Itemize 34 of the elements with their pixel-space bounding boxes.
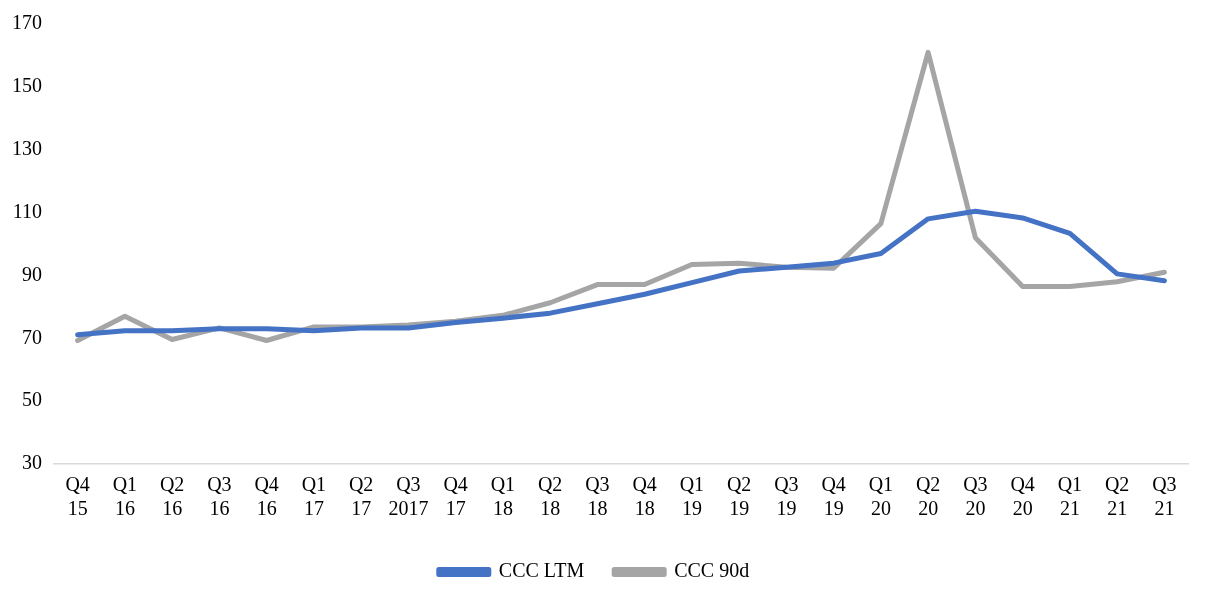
x-tick-label: Q2 21: [1104, 473, 1130, 520]
y-tick-label: 110: [12, 199, 42, 222]
x-tick-label: Q1 19: [679, 473, 705, 520]
x-tick-label: Q2 20: [915, 473, 941, 520]
y-tick-label: 90: [22, 262, 42, 285]
legend-label: CCC LTM: [498, 559, 585, 582]
x-tick-label: Q3 20: [963, 473, 988, 520]
x-tick-label: Q2 18: [537, 473, 563, 520]
x-tick-label: Q1 18: [490, 473, 516, 520]
x-tick-label: Q4 15: [65, 473, 90, 520]
x-tick-label: Q3 2017: [388, 473, 429, 520]
x-tick-label: Q3 16: [207, 473, 232, 520]
x-tick-label: Q4 20: [1010, 473, 1035, 520]
x-tick-label: Q3 19: [774, 473, 799, 520]
legend-label: CCC 90d: [674, 559, 750, 582]
x-tick-label: Q1 20: [868, 473, 894, 520]
y-tick-label: 70: [22, 325, 42, 348]
y-tick-label: 170: [12, 11, 42, 34]
x-tick-label: Q1 16: [112, 473, 138, 520]
x-tick-label: Q3 18: [585, 473, 610, 520]
y-tick-label: 130: [12, 136, 42, 159]
x-tick-label: Q1 21: [1057, 473, 1083, 520]
x-tick-label: Q2 19: [726, 473, 752, 520]
x-tick-label: Q3 21: [1152, 473, 1177, 520]
y-tick-label: 150: [12, 74, 42, 97]
y-tick-label: 50: [22, 388, 42, 411]
x-tick-label: Q4 16: [254, 473, 279, 520]
x-tick-label: Q4 19: [821, 473, 846, 520]
x-tick-label: Q1 17: [301, 473, 327, 520]
x-tick-label: Q4 18: [632, 473, 657, 520]
x-tick-label: Q4 17: [443, 473, 468, 520]
x-tick-label: Q2 16: [159, 473, 185, 520]
x-tick-label: Q2 17: [348, 473, 374, 520]
y-tick-label: 30: [22, 451, 42, 474]
